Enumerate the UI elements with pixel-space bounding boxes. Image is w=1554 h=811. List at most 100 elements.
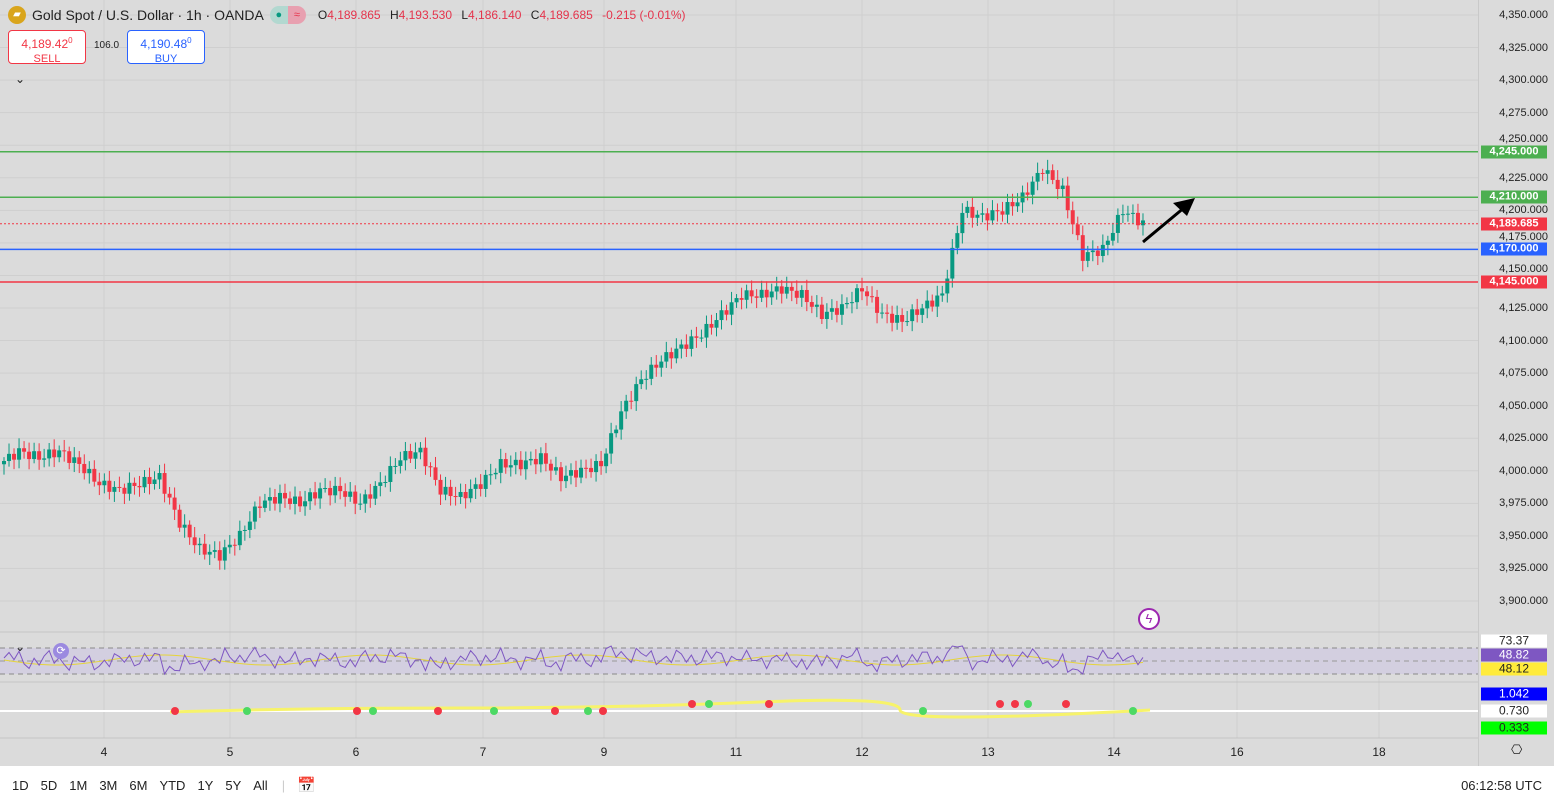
clock-time[interactable]: 06:12:58 UTC <box>1461 777 1542 793</box>
osc-signal-dot <box>353 707 361 715</box>
chart-area[interactable]: ▰ Gold Spot / U.S. Dollar · 1h · OANDA ●… <box>0 0 1478 766</box>
candle-body <box>82 463 87 474</box>
candle-body <box>890 313 895 323</box>
candle-body <box>794 290 799 298</box>
candle-body <box>699 337 704 339</box>
candle-body <box>543 453 548 464</box>
candle-body <box>398 460 403 466</box>
candle-body <box>774 286 779 292</box>
osc-signal-dot <box>584 707 592 715</box>
range-button-1y[interactable]: 1Y <box>197 777 214 793</box>
candle-body <box>503 459 508 468</box>
osc-signal-dot <box>551 707 559 715</box>
range-button-1m[interactable]: 1M <box>69 777 88 793</box>
candle-body <box>644 378 649 380</box>
candle-body <box>854 288 859 303</box>
candle-body <box>363 494 368 504</box>
sell-button[interactable]: 4,189.420 SELL <box>8 30 86 65</box>
candle-body <box>749 290 754 297</box>
candle-body <box>754 296 759 298</box>
time-tick: 5 <box>226 745 234 759</box>
level-price-label: 4,210.000 <box>1481 190 1547 204</box>
rsi-line <box>3 645 1144 676</box>
candle-body <box>589 467 594 473</box>
candle-body <box>985 213 990 221</box>
rsi-collapse-chevron-icon[interactable]: ⌄ <box>15 640 26 654</box>
candle-body <box>1050 170 1055 180</box>
price-tick: 3,900.000 <box>1499 594 1548 607</box>
osc-signal-dot <box>1024 700 1032 708</box>
refresh-icon[interactable]: ⟳ <box>53 643 69 659</box>
buy-button[interactable]: 4,190.480 BUY <box>127 30 205 65</box>
candle-body <box>52 449 57 458</box>
arrow-head-icon <box>1173 198 1195 216</box>
price-tick: 4,125.000 <box>1499 301 1548 314</box>
candle-body <box>37 451 42 460</box>
candle-body <box>448 486 453 497</box>
range-button-5d[interactable]: 5D <box>40 777 58 793</box>
range-button-all[interactable]: All <box>253 777 268 793</box>
collapse-chevron-icon[interactable]: ⌄ <box>15 72 26 86</box>
candle-body <box>277 492 282 504</box>
price-scale[interactable]: 4,350.000 4,325.000 4,300.000 4,275.000 4,25… <box>1478 0 1554 766</box>
settings-icon[interactable]: ⎔ <box>1511 742 1523 757</box>
candle-body <box>282 492 287 499</box>
gold-bars-icon: ▰ <box>8 6 26 24</box>
range-button-5y[interactable]: 5Y <box>225 777 242 793</box>
candle-body <box>318 488 323 499</box>
candle-body <box>594 460 599 473</box>
candle-body <box>443 486 448 495</box>
candle-body <box>744 290 749 300</box>
candle-body <box>614 429 619 434</box>
candle-body <box>558 467 563 482</box>
candle-body <box>834 308 839 315</box>
candle-body <box>122 487 127 494</box>
candle-body <box>739 298 744 300</box>
candle-body <box>759 289 764 298</box>
range-button-6m[interactable]: 6M <box>129 777 148 793</box>
price-tick: 4,175.000 <box>1499 230 1548 243</box>
calendar-goto-icon[interactable]: 📅 <box>297 777 316 794</box>
status-pill[interactable]: ● ≈ <box>269 6 306 24</box>
chart-canvas[interactable] <box>0 0 1478 766</box>
candle-body <box>403 451 408 461</box>
candle-body <box>1105 240 1110 245</box>
candle-body <box>142 476 147 488</box>
candle-body <box>518 459 523 470</box>
osc-signal-dot <box>765 700 773 708</box>
candle-body <box>42 458 47 460</box>
osc-signal-dot <box>243 707 251 715</box>
candle-body <box>769 291 774 298</box>
range-button-3m[interactable]: 3M <box>99 777 118 793</box>
rsi-signal-label: 48.12 <box>1481 662 1547 676</box>
candle-body <box>990 210 995 221</box>
lightning-icon[interactable]: ϟ <box>1138 608 1160 630</box>
candle-body <box>538 453 543 465</box>
market-open-icon: ● <box>269 6 288 24</box>
candle-body <box>789 286 794 291</box>
candle-body <box>634 384 639 402</box>
candle-body <box>955 233 960 248</box>
range-button-1d[interactable]: 1D <box>12 777 29 793</box>
candle-body <box>669 352 674 359</box>
candle-body <box>257 506 262 508</box>
range-button-ytd[interactable]: YTD <box>159 777 186 793</box>
candle-body <box>272 497 277 504</box>
candle-body <box>619 411 624 430</box>
symbol-title[interactable]: Gold Spot / U.S. Dollar · 1h · OANDA <box>32 7 264 23</box>
candle-body <box>7 453 12 462</box>
candle-body <box>599 460 604 467</box>
candle-body <box>684 344 689 349</box>
candle-body <box>895 315 900 323</box>
candle-body <box>1125 213 1130 215</box>
candle-body <box>288 498 292 504</box>
candle-body <box>624 400 629 412</box>
candle-body <box>157 473 162 480</box>
candle-body <box>814 304 819 307</box>
candle-body <box>604 453 609 467</box>
time-tick: 13 <box>981 745 995 759</box>
trend-arrow <box>1142 205 1186 244</box>
osc-signal-dot <box>434 707 442 715</box>
candle-body <box>1035 172 1040 182</box>
price-tick: 4,350.000 <box>1499 9 1548 21</box>
